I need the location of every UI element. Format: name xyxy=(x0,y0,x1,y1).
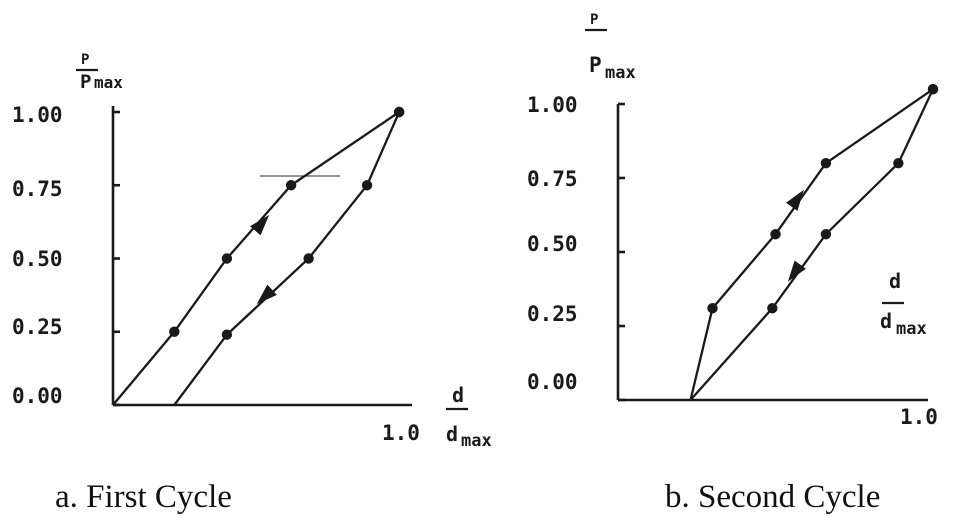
direction-arrow-b-2 xyxy=(787,260,806,282)
direction-arrow-a-1 xyxy=(250,215,270,236)
data-point-a-2-3 xyxy=(303,253,314,264)
ylabel-den-b: P xyxy=(589,53,602,77)
data-point-a-1-4 xyxy=(285,180,297,191)
data-point-b-2-3 xyxy=(820,229,832,240)
ytick-a-2: 0.75 xyxy=(12,177,63,201)
data-point-b-1-3 xyxy=(770,229,781,240)
data-point-b-2-1 xyxy=(927,84,939,95)
ylabel-sub-a: max xyxy=(94,73,123,92)
caption-b: b. Second Cycle xyxy=(665,479,880,515)
ytick-a-4: 0.25 xyxy=(12,315,63,339)
data-point-a-2-2 xyxy=(361,180,373,191)
panel-second-cycle: P P max 1.00 0.75 0.50 0.25 0.00 1.0 d d… xyxy=(527,12,939,515)
direction-arrow-b-1 xyxy=(786,189,804,211)
xlabel-den-a: d xyxy=(446,422,458,446)
caption-a: a. First Cycle xyxy=(55,479,232,515)
ylabel-num-b: P xyxy=(590,12,598,28)
ytick-b-4: 0.25 xyxy=(527,302,578,326)
data-point-b-1-4 xyxy=(820,158,832,169)
ytick-b-5: 0.00 xyxy=(527,370,578,394)
data-point-a-2-1 xyxy=(393,106,405,118)
ylabel-num-a: P xyxy=(81,52,89,68)
series-line-b-1 xyxy=(689,88,934,401)
plot-area-b xyxy=(618,84,939,402)
data-point-a-2-4 xyxy=(221,329,233,340)
direction-arrow-a-2 xyxy=(256,284,277,305)
xlabel-num-a: d xyxy=(452,383,464,407)
series-line-b-2 xyxy=(689,88,935,401)
xtick-b: 1.0 xyxy=(900,405,938,429)
ytick-b-2: 0.75 xyxy=(527,167,578,191)
data-point-b-2-4 xyxy=(767,303,778,314)
ytick-b-3: 0.50 xyxy=(527,232,578,256)
plot-area-a xyxy=(112,106,405,407)
ytick-a-5: 0.00 xyxy=(12,384,63,408)
series-line-a-1 xyxy=(112,111,400,406)
ytick-a-1: 1.00 xyxy=(12,103,63,127)
ytick-b-1: 1.00 xyxy=(527,93,578,117)
series-line-a-2 xyxy=(173,111,401,406)
xlabel-sub-b: max xyxy=(896,319,927,339)
xlabel-num-b: d xyxy=(889,269,901,293)
ylabel-sub-b: max xyxy=(605,63,636,83)
data-point-b-2-2 xyxy=(893,158,904,169)
panel-first-cycle: P P max 1.00 0.75 0.50 0.25 0.00 1.0 d d… xyxy=(12,52,492,515)
ytick-a-3: 0.50 xyxy=(12,247,63,271)
xlabel-den-b: d xyxy=(880,309,892,333)
xtick-a: 1.0 xyxy=(382,421,420,445)
ylabel-den-a: P xyxy=(80,71,91,93)
xlabel-sub-a: max xyxy=(461,431,492,451)
data-point-b-1-2 xyxy=(707,303,718,314)
data-point-a-1-2 xyxy=(169,326,180,337)
data-point-a-1-3 xyxy=(221,253,233,264)
